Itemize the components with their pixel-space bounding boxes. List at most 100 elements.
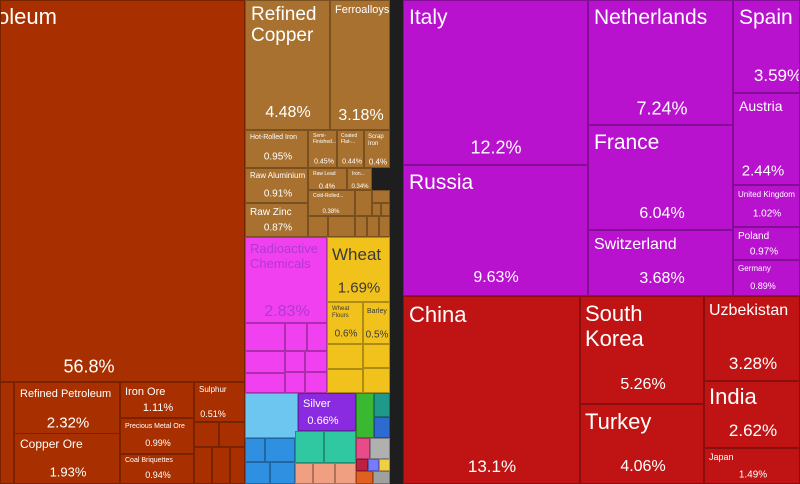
tile-russia[interactable]: Russia 9.63% (403, 165, 588, 296)
tile-label: Refined Copper (251, 4, 317, 47)
small-tile (285, 372, 305, 393)
tile-italy[interactable]: Italy 12.2% (403, 0, 588, 165)
tile-value: 5.26% (620, 376, 666, 393)
tile-label: United Kingdom (738, 190, 795, 199)
tile-netherlands[interactable]: Netherlands 7.24% (588, 0, 733, 125)
small-tile (328, 216, 355, 237)
tile-refined-copper[interactable]: Refined Copper 4.48% (245, 0, 330, 130)
tile-raw-zinc[interactable]: Raw Zinc 0.87% (245, 203, 308, 237)
tile-barley[interactable]: Barley 0.5% (363, 302, 390, 344)
tile-value: 0.91% (263, 188, 293, 200)
small-tile (372, 203, 381, 216)
tile-spain[interactable]: Spain 3.59% (733, 0, 800, 93)
small-tile (324, 431, 356, 463)
tile-switzerland[interactable]: Switzerland 3.68% (588, 230, 733, 296)
small-tile (373, 471, 390, 484)
tile-radioactive-chemicals[interactable]: Radioactive Chemicals 2.83% (245, 237, 327, 323)
tile-cold-rolled[interactable]: Cold-Rolled... 0.38% (308, 190, 355, 216)
tile-value: 1.49% (738, 469, 768, 481)
tile-iron[interactable]: Iron... 0.34% (347, 168, 372, 190)
tile-poland[interactable]: Poland 0.97% (733, 227, 800, 260)
tile-label: Iron Ore (125, 386, 166, 398)
small-tile (308, 216, 328, 237)
tile-value: 0.34% (351, 184, 369, 190)
tile-label: Poland (738, 231, 770, 242)
small-tile (356, 471, 373, 484)
tile-iron-ore[interactable]: Iron Ore 1.11% (120, 382, 194, 418)
small-tile (381, 203, 390, 216)
small-tile (363, 344, 390, 368)
tile-value: 4.48% (265, 104, 311, 121)
tile-label: Scrap Iron (368, 134, 384, 147)
tile-sulphur[interactable]: Sulphur 0.51% (194, 382, 245, 422)
tile-wheat-flours[interactable]: Wheat Flours 0.6% (327, 302, 363, 344)
tile-value: 3.68% (639, 270, 685, 287)
tile-hot-rolled-iron[interactable]: Hot-Rolled Iron 0.95% (245, 130, 308, 168)
small-tile (374, 393, 390, 417)
tile-value: 6.04% (639, 205, 685, 222)
tile-value: 3.28% (728, 354, 778, 373)
tile-label: India (709, 384, 757, 409)
tile-copper-ore[interactable]: Copper Ore 1.93% (14, 433, 120, 484)
small-tile (363, 368, 390, 393)
tile-label: Uzbekistan (709, 302, 789, 319)
tile-label: Japan (709, 452, 734, 462)
small-tile (245, 393, 298, 438)
tile-value: 0.95% (263, 151, 293, 163)
tile-coal-briquettes[interactable]: Coal Briquettes 0.94% (120, 454, 194, 484)
tile-scrap-iron[interactable]: Scrap Iron 0.4% (364, 130, 390, 168)
tile-label: Radioactive Chemicals (250, 241, 318, 271)
tile-label: France (594, 131, 660, 154)
small-tile (305, 351, 327, 372)
tile-south-korea[interactable]: South Korea 5.26% (580, 296, 704, 404)
small-tile (0, 382, 14, 484)
small-tile (245, 438, 265, 462)
tile-label: Netherlands (594, 6, 708, 29)
tile-india[interactable]: India 2.62% (704, 381, 800, 448)
tile-coated-flat[interactable]: Coated Flat-... 0.44% (337, 130, 364, 168)
tile-crude-petroleum[interactable]: oleum 56.8% (0, 0, 245, 382)
small-tile (295, 431, 324, 463)
tile-label: Raw Zinc (250, 207, 292, 218)
tile-label: Iron... (352, 171, 365, 177)
small-tile (194, 422, 219, 447)
tile-label: Switzerland (594, 236, 677, 253)
tile-value: 3.18% (338, 107, 384, 124)
tile-value: 0.4% (319, 183, 335, 190)
small-tile (245, 351, 285, 373)
small-tile (245, 373, 285, 393)
small-tile (245, 462, 270, 484)
tile-ferroalloys[interactable]: Ferroalloys 3.18% (330, 0, 390, 130)
small-tile (307, 323, 327, 351)
tile-silver[interactable]: Silver 0.66% (298, 393, 356, 431)
tile-value: 1.69% (337, 279, 381, 297)
tile-precious-metal-ore[interactable]: Precious Metal Ore 0.99% (120, 418, 194, 454)
tile-value: 0.87% (263, 222, 293, 234)
tile-semi-finished[interactable]: Semi-Finished... 0.45% (308, 130, 337, 168)
tile-label: Coal Briquettes (125, 457, 173, 464)
tile-raw-aluminium[interactable]: Raw Aluminium 0.91% (245, 168, 308, 203)
tile-china[interactable]: China 13.1% (403, 296, 580, 484)
tile-label: China (409, 302, 467, 327)
tile-france[interactable]: France 6.04% (588, 125, 733, 230)
tile-value: 0.89% (750, 281, 776, 291)
tile-label: Barley (367, 308, 387, 315)
tile-value: 0.6% (334, 328, 358, 340)
small-tile (245, 323, 285, 351)
tile-value: 2.32% (46, 414, 90, 432)
tile-label: Wheat (332, 245, 382, 264)
tile-austria[interactable]: Austria 2.44% (733, 93, 800, 185)
tile-turkey[interactable]: Turkey 4.06% (580, 404, 704, 484)
tile-label: Ferroalloys (335, 4, 390, 16)
small-tile (194, 447, 212, 484)
tile-japan[interactable]: Japan 1.49% (704, 448, 800, 484)
tile-label: Raw Aluminium (250, 171, 306, 180)
tile-uzbekistan[interactable]: Uzbekistan 3.28% (704, 296, 800, 381)
small-tile (370, 438, 390, 459)
tile-wheat[interactable]: Wheat 1.69% (327, 237, 390, 302)
tile-united-kingdom[interactable]: United Kingdom 1.02% (733, 185, 800, 227)
tile-germany[interactable]: Germany 0.89% (733, 260, 800, 296)
tile-value: 0.97% (749, 246, 779, 258)
tile-raw-lead[interactable]: Raw Lead 0.4% (308, 168, 347, 190)
small-tile (374, 417, 390, 438)
